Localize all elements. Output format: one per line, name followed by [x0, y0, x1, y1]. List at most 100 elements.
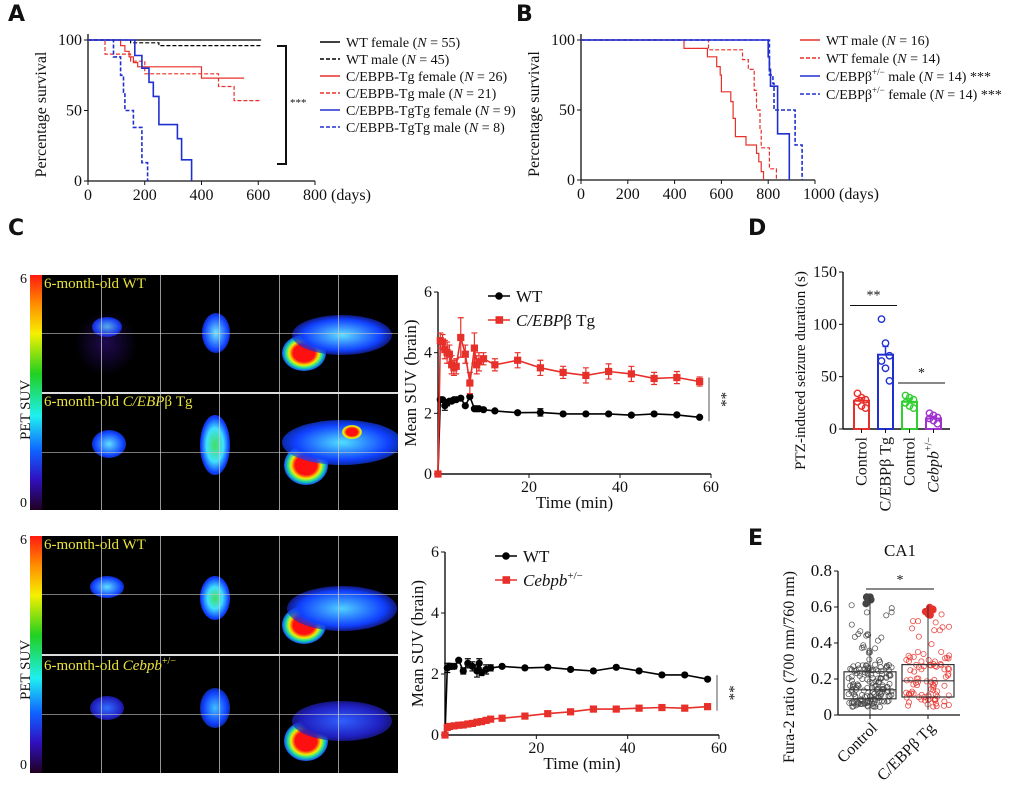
- y-axis-label: Mean SUV (brain): [401, 319, 420, 446]
- data-point: [909, 625, 916, 632]
- data-point: [848, 673, 855, 680]
- data-point: [878, 634, 885, 641]
- data-point: [487, 664, 495, 672]
- significance-label: **: [713, 392, 729, 407]
- x-tick-label: 60: [711, 740, 727, 757]
- y-tick-label: 0: [824, 705, 833, 724]
- data-point: [936, 627, 943, 634]
- data-point: [938, 648, 945, 655]
- y-tick-label: 100: [58, 32, 82, 49]
- data-point: [863, 609, 870, 616]
- y-tick-label: 2: [424, 405, 432, 422]
- x-axis-label: Time (min): [536, 493, 613, 512]
- data-point: [681, 704, 689, 712]
- legend-marker: [495, 292, 503, 300]
- data-point: [441, 731, 449, 739]
- data-point: [673, 411, 681, 419]
- pet-label-top-wt: 6-month-old WT: [44, 276, 146, 292]
- data-point: [918, 666, 925, 673]
- data-point: [945, 670, 952, 677]
- data-point: [861, 395, 870, 404]
- data-point: [434, 470, 442, 478]
- data-point: [589, 667, 598, 675]
- data-point: [925, 409, 934, 418]
- legend-entry: C/EBPβ+/− male (N = 14) ***: [826, 67, 991, 85]
- x-tick-label: 0: [84, 187, 92, 204]
- legend-entry: Cebpb+/−: [523, 570, 583, 590]
- x-tick-label: 1000 (days): [803, 186, 879, 203]
- data-point: [514, 356, 522, 364]
- chart-b: 0 200 400 600 800 1000 (days) 0 50 100 Percentage…: [526, 32, 1002, 203]
- data-point: [933, 419, 942, 428]
- data-point: [925, 414, 934, 423]
- data-point: [888, 609, 895, 616]
- data-point: [452, 362, 460, 370]
- x-tick-label: 600: [709, 186, 733, 203]
- x-tick-label: 200: [133, 187, 157, 204]
- data-point: [477, 717, 486, 726]
- data-point: [479, 355, 488, 363]
- bar: [877, 353, 894, 431]
- legend-entry: WT: [523, 547, 550, 566]
- data-point: [457, 394, 465, 402]
- data-point: [859, 662, 866, 669]
- legend-entry: WT: [516, 287, 543, 306]
- x-axis-label: Time (min): [543, 754, 620, 773]
- data-point: [861, 699, 868, 706]
- series-line: [581, 39, 765, 180]
- panel-label-a: A: [8, 2, 26, 27]
- data-point: [928, 678, 935, 685]
- legend-entry: WT male (N = 16): [826, 34, 930, 49]
- data-point: [438, 338, 447, 346]
- y-tick-label: 6: [424, 284, 432, 301]
- data-point: [846, 699, 853, 706]
- data-point: [945, 692, 952, 699]
- data-point: [885, 351, 894, 360]
- data-point: [866, 656, 873, 663]
- data-point: [877, 659, 884, 666]
- data-point: [482, 716, 490, 724]
- y-tick-label: 4: [424, 345, 432, 362]
- data-point: [857, 402, 866, 410]
- data-point: [905, 658, 912, 665]
- data-point: [498, 662, 506, 670]
- data-point: [612, 705, 620, 713]
- data-point: [883, 612, 890, 619]
- y-axis-label: Fura-2 ratio (700 nm/760 nm): [781, 571, 798, 763]
- legend-entry: WT female (N = 55): [346, 36, 461, 51]
- data-point: [881, 364, 890, 373]
- data-point: [875, 667, 882, 674]
- data-point: [906, 699, 913, 706]
- x-tick-label: 800 (days): [303, 187, 371, 204]
- data-point: [487, 715, 495, 723]
- chart-title: CA1: [884, 541, 916, 560]
- data-point: [911, 668, 918, 675]
- data-point: [858, 644, 865, 651]
- y-tick-label: 0: [431, 727, 439, 744]
- legend-entry: C/EBPB-TgTg female (N = 9): [346, 104, 516, 119]
- data-point: [881, 339, 890, 348]
- data-point: [878, 668, 885, 675]
- data-point: [874, 637, 881, 644]
- data-point: [932, 619, 939, 626]
- significance-label: *: [918, 366, 925, 381]
- data-point: [468, 719, 476, 728]
- data-point: [878, 691, 885, 698]
- data-point: [872, 703, 879, 710]
- data-point: [475, 659, 483, 667]
- data-point: [589, 705, 598, 713]
- data-point: [457, 333, 465, 342]
- data-point: [612, 663, 620, 671]
- data-point: [872, 678, 879, 685]
- data-point: [918, 658, 925, 665]
- data-point: [877, 357, 886, 365]
- y-axis-label: PTZ-induced seizure duration (s): [793, 271, 809, 470]
- data-point: [650, 374, 658, 383]
- y-axis-label: Percentage survival: [33, 51, 50, 177]
- panel-label-d: D: [748, 216, 767, 241]
- legend-entry: WT female (N = 14): [826, 52, 941, 67]
- data-point: [514, 409, 522, 417]
- data-point: [473, 718, 481, 726]
- panel-label-c: C: [8, 216, 25, 241]
- series-line: [88, 39, 149, 181]
